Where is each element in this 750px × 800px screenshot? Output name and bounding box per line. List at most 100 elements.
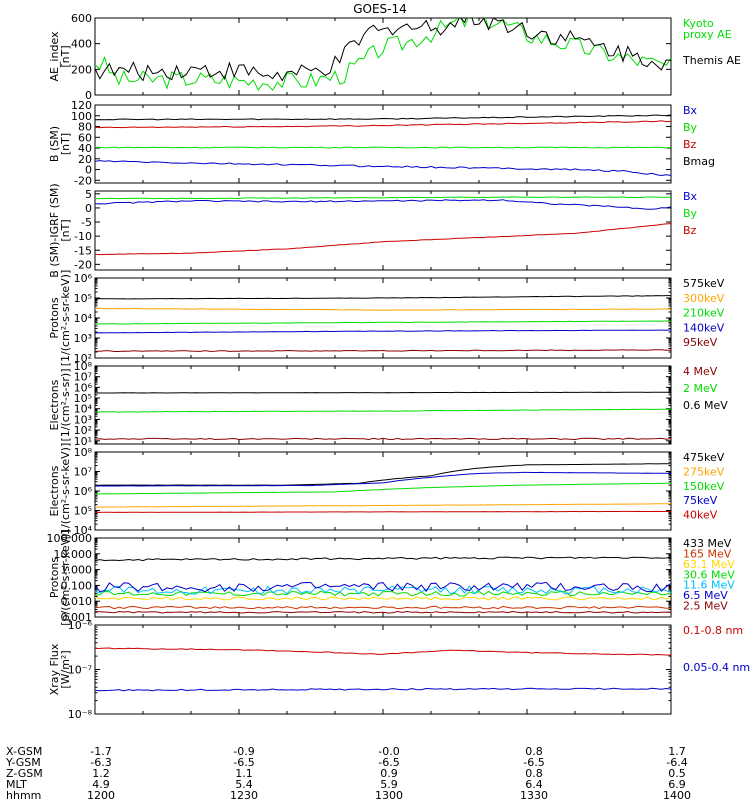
series-line-bz bbox=[95, 223, 671, 256]
footer-value: 6.4 bbox=[525, 778, 543, 791]
panel-frame bbox=[94, 537, 672, 618]
y-tick-label: 20 bbox=[78, 153, 92, 166]
legend-label: 6.5 MeV bbox=[683, 589, 728, 602]
y-tick-label: 0.001 bbox=[61, 611, 93, 624]
legend-label: 11.6 MeV bbox=[683, 579, 735, 592]
y-axis-label: Electrons bbox=[48, 465, 61, 516]
footer-value: -6.4 bbox=[666, 756, 687, 769]
footer-row-label: X-GSM bbox=[6, 745, 42, 758]
footer-value: -0.9 bbox=[233, 745, 254, 758]
series-line-475kev bbox=[95, 463, 671, 486]
y-axis-label: Xray Flux bbox=[48, 643, 61, 695]
series-line-0-6-mev bbox=[95, 391, 671, 394]
y-tick-label: 200 bbox=[71, 63, 92, 76]
series-line-575kev bbox=[95, 295, 671, 300]
y-tick-label: 40 bbox=[78, 142, 92, 155]
series-line-165-mev bbox=[95, 605, 671, 610]
legend-label: 2 MeV bbox=[683, 382, 718, 395]
series-line-63-1-mev bbox=[95, 596, 671, 601]
panel-frame bbox=[94, 624, 672, 715]
panel-3: -20-15-10-505 B (SM)-IGRF (SM)[nT] Bx By Bz bbox=[48, 183, 698, 277]
footer-value: 1230 bbox=[230, 789, 258, 800]
legend-label: 150keV bbox=[683, 480, 725, 493]
panel-4: 10² 10³ 10⁴ 10⁵ 10⁶ Protons[1/(cm²-s-sr-keV)]… bbox=[48, 270, 725, 367]
series-line-themis-ae bbox=[95, 18, 671, 82]
y-tick-label: 10¹ bbox=[74, 435, 92, 448]
y-tick-label: 10⁸ bbox=[74, 360, 93, 373]
footer-value: 0.9 bbox=[380, 767, 398, 780]
y-tick-label: 10⁵ bbox=[74, 392, 92, 405]
y-axis-label: [1/(cm²-s-sr-keV)] bbox=[59, 270, 72, 367]
series-line-95kev bbox=[95, 349, 671, 352]
series-line-kyoto-proxy-ae bbox=[95, 18, 671, 92]
y-tick-label: 10⁶ bbox=[74, 272, 93, 285]
y-tick-label: -10 bbox=[74, 230, 92, 243]
y-axis-label: B (SM)-IGRF (SM) bbox=[48, 183, 61, 277]
y-tick-label: 400 bbox=[71, 38, 92, 51]
y-tick-label: 10⁸ bbox=[74, 446, 93, 459]
footer-value: 1.2 bbox=[92, 767, 110, 780]
y-tick-label: 600 bbox=[71, 12, 92, 25]
y-axis-label: Protons bbox=[48, 557, 61, 598]
footer-row-label: Z-GSM bbox=[6, 767, 43, 780]
figure-title: GOES-14 bbox=[353, 2, 407, 16]
footer-value: 1330 bbox=[520, 789, 548, 800]
legend-label: 140keV bbox=[683, 321, 725, 334]
y-tick-label: 10⁴ bbox=[74, 524, 93, 537]
y-tick-label: 10⁶ bbox=[74, 485, 93, 498]
y-axis-label: [W/m²] bbox=[59, 650, 72, 688]
series-line-by bbox=[95, 196, 671, 200]
footer-value: 5.4 bbox=[235, 778, 253, 791]
legend-label: Bx bbox=[683, 190, 698, 203]
series-line-bx bbox=[95, 160, 671, 177]
footer-value: -0.0 bbox=[378, 745, 399, 758]
series-line-11-6-mev bbox=[95, 585, 671, 595]
panel-6: 10⁴ 10⁵ 10⁶ 10⁷ 10⁸ Electrons[1/(cm²-s-sr-keV… bbox=[48, 443, 725, 540]
footer-value: 0.8 bbox=[525, 745, 543, 758]
panel-frame bbox=[94, 365, 672, 445]
y-tick-label: 10⁷ bbox=[74, 466, 92, 479]
series-line-30-6-mev bbox=[95, 590, 671, 597]
panel-7: 0.001 0.010 0.100 1.000 10.000 100.000 Protons… bbox=[47, 529, 736, 626]
footer-row-label: MLT bbox=[6, 778, 27, 791]
legend-label: 165 MeV bbox=[683, 547, 732, 560]
panel-frame bbox=[94, 190, 672, 271]
series-line-0-05-0-4-nm bbox=[95, 687, 671, 692]
series-line-by bbox=[95, 146, 671, 149]
legend-label: Kyoto bbox=[683, 17, 714, 30]
y-tick-label: 0 bbox=[85, 164, 92, 177]
y-tick-label: -5 bbox=[81, 216, 92, 229]
series-line-140kev bbox=[95, 329, 671, 334]
footer-row-label: hhmm bbox=[6, 789, 41, 800]
y-axis-label: Electrons bbox=[48, 379, 61, 430]
series-line-bx bbox=[95, 199, 671, 210]
y-tick-label: 10⁻⁶ bbox=[68, 619, 93, 632]
legend-label: 433 MeV bbox=[683, 537, 732, 550]
legend-label: 30.6 MeV bbox=[683, 568, 735, 581]
legend-label: 63.1 MeV bbox=[683, 558, 735, 571]
y-tick-label: 10⁵ bbox=[74, 505, 92, 518]
legend-label: 4 MeV bbox=[683, 365, 718, 378]
legend-label: Bz bbox=[683, 138, 697, 151]
footer-value: 1.7 bbox=[668, 745, 686, 758]
legend-label: 2.5 MeV bbox=[683, 600, 728, 613]
y-tick-label: 80 bbox=[78, 121, 92, 134]
series-line-bz bbox=[95, 120, 671, 129]
legend-label: By bbox=[683, 121, 698, 134]
series-line-75kev bbox=[95, 471, 671, 487]
y-tick-label: 10² bbox=[74, 424, 92, 437]
footer-value: 6.9 bbox=[668, 778, 686, 791]
y-axis-label: [nT] bbox=[59, 45, 72, 67]
footer-ephemeris: X-GSM -1.7 -0.9 -0.0 0.8 1.7 Y-GSM -6.3 -6.5 -6.5… bbox=[5, 745, 691, 800]
series-line-4-mev bbox=[95, 437, 671, 441]
footer-value: 5.9 bbox=[380, 778, 398, 791]
footer-value: -6.5 bbox=[523, 756, 544, 769]
panel-8: 10⁻⁸ 10⁻⁷ 10⁻⁶ Xray Flux[W/m²] 0.1-0.8 nm 0.0… bbox=[48, 619, 750, 721]
y-tick-label: -20 bbox=[74, 258, 92, 271]
footer-value: 4.9 bbox=[92, 778, 110, 791]
legend-label: 40keV bbox=[683, 509, 718, 522]
y-tick-label: -20 bbox=[74, 174, 92, 187]
